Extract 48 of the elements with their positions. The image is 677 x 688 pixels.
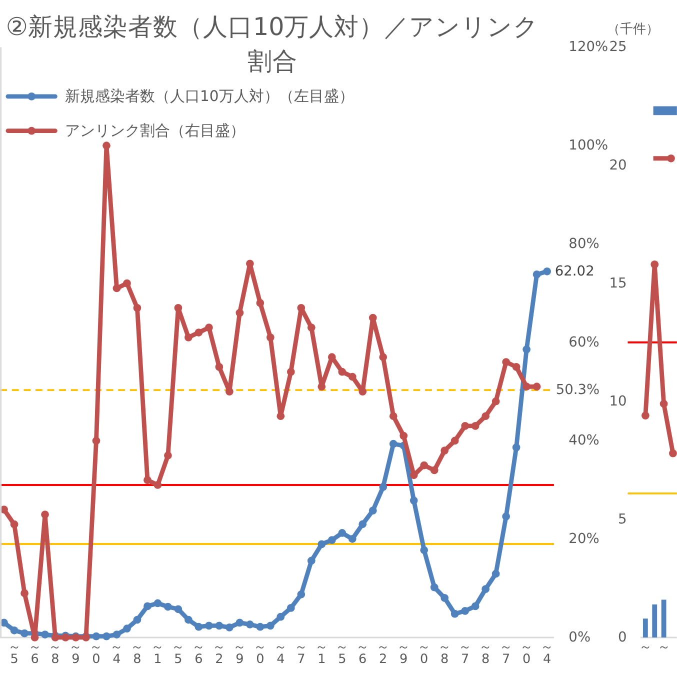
y-tick-label: 10 (609, 393, 627, 410)
y2-tick-label: 80% (568, 236, 600, 252)
y-axis-title: （千件） (607, 22, 660, 38)
x-tick-label: ～8 (130, 640, 144, 668)
x-tick-label: ～7 (458, 640, 472, 668)
x-tick-label: ～8 (479, 640, 492, 668)
x-tick-label: ～0 (520, 640, 534, 668)
x-tick-label: ～6 (356, 640, 370, 668)
x-tick-label: ～7 (294, 640, 308, 668)
data-label: 62.02 (554, 263, 594, 280)
y2-tick-label: 40% (568, 432, 600, 449)
x-tick-label: ～9 (233, 640, 246, 668)
y-tick-label: 25 (609, 39, 627, 56)
x-tick-label: ～9 (397, 640, 410, 668)
x-tick-label: ～2 (212, 640, 226, 668)
x-tick-label: ～5 (8, 640, 21, 668)
x-tick-label: ～6 (28, 640, 42, 668)
y-tick-label: 20 (609, 157, 627, 174)
x-tick-label: ～9 (69, 640, 82, 668)
x-tick-label: ～ (638, 640, 652, 655)
y2-tick-label: 60% (568, 334, 600, 350)
x-tick-label: ～1 (151, 640, 164, 668)
x-tick-label: ～4 (110, 640, 124, 668)
x-tick-label: ～4 (274, 640, 288, 668)
y2-tick-label: 120% (568, 39, 608, 56)
y-tick-label: 5 (618, 511, 627, 528)
x-tick-label: ～5 (336, 640, 349, 668)
chart-title: ②新規感染者数（人口10万人対）／アンリンク割合 (6, 12, 540, 76)
y2-tick-label: 20% (568, 531, 600, 548)
x-tick-label: ～0 (418, 640, 431, 668)
x-tick-label: ～4 (540, 640, 554, 668)
x-tick-label: ～8 (438, 640, 452, 668)
x-tick-label: ～0 (254, 640, 267, 668)
x-tick-label: ～0 (90, 640, 103, 668)
y2-tick-label: 0% (568, 629, 591, 646)
x-tick-label: ～2 (376, 640, 390, 668)
x-tick-label: ～6 (192, 640, 206, 668)
x-tick-label: ～ (657, 640, 670, 655)
ref-line-label: 50.3% (556, 382, 600, 398)
y-tick-label: 15 (609, 275, 627, 292)
x-tick-label: ～5 (172, 640, 185, 668)
legend-label: アンリンク割合（右目盛） (65, 122, 246, 140)
x-tick-label: ～8 (48, 640, 62, 668)
legend-label: 新規感染者数（人口10万人対）（左目盛） (65, 88, 354, 105)
x-tick-label: ～7 (500, 640, 513, 668)
y-tick-label: 0 (618, 629, 627, 646)
y2-tick-label: 100% (568, 138, 608, 154)
x-tick-label: ～1 (315, 640, 328, 668)
